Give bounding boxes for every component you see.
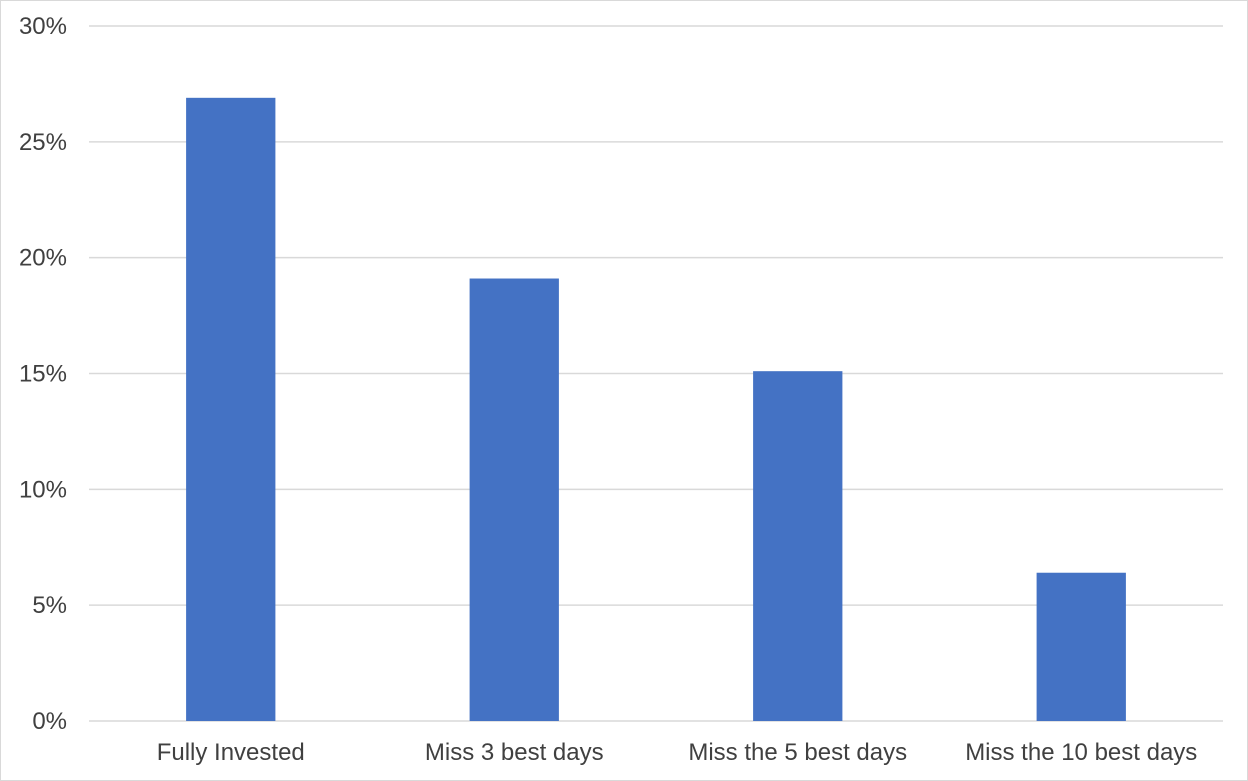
x-category-label: Fully Invested [157,739,305,766]
bar [1036,572,1126,721]
x-category-label: Miss the 10 best days [965,739,1197,766]
y-tick-label: 30% [19,13,67,40]
y-axis-tick-labels: 0% 5% 10% 15% 20% 25% 30% [19,13,67,735]
y-tick-label: 20% [19,245,67,272]
x-category-label: Miss the 5 best days [688,739,907,766]
x-category-label: Miss 3 best days [425,739,604,766]
bar [753,371,843,721]
y-tick-label: 15% [19,361,67,388]
y-tick-label: 0% [32,708,67,735]
x-axis-category-labels: Fully Invested Miss 3 best days Miss the 5… [157,739,1198,766]
bar [469,278,559,721]
bar [186,97,276,722]
bars [186,97,1126,722]
y-tick-label: 5% [32,592,67,619]
gridlines [89,25,1223,722]
y-tick-label: 10% [19,476,67,503]
y-tick-label: 25% [19,129,67,156]
